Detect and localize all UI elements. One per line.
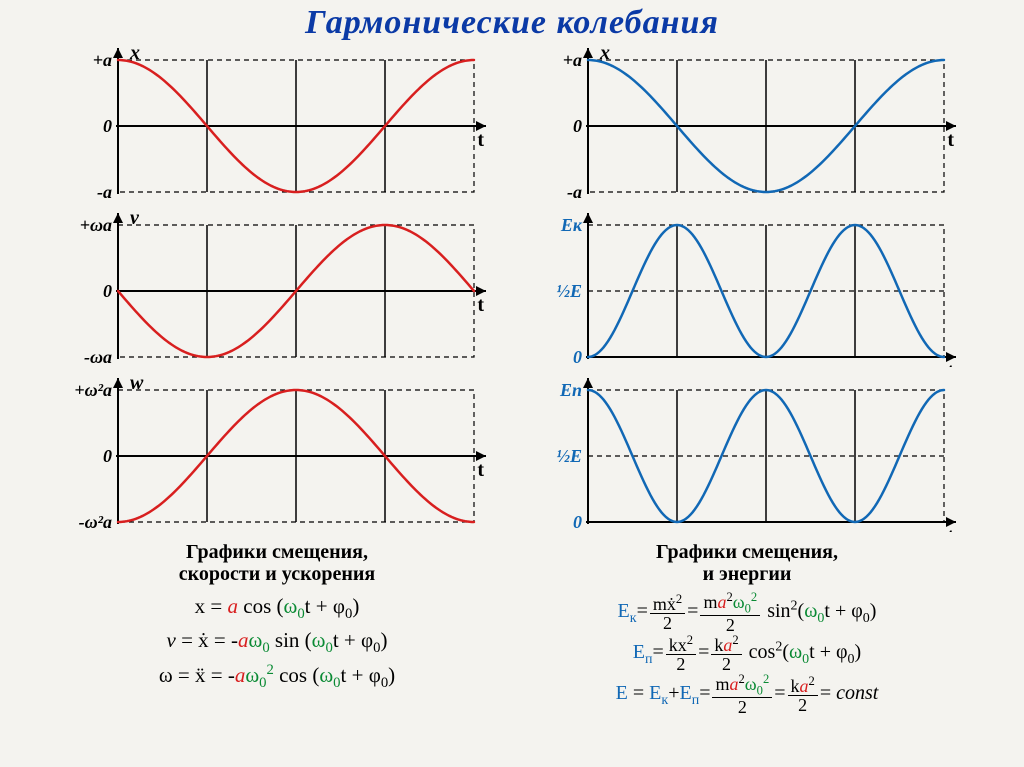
ytick-label: ½E: [556, 281, 582, 301]
ytick-label: 0: [573, 347, 582, 367]
chart-wrap: Eк ½E 0 t: [532, 207, 962, 372]
ytick-label: Eп: [559, 380, 582, 400]
formula-line: Eк=mẋ22=ma2ω022 sin2(ω0t + φ0): [616, 591, 879, 634]
ytick-label: 0: [103, 281, 112, 301]
chart-x: +a 0 -a x t: [62, 42, 492, 202]
chart-wrap: Eп ½E 0 t: [532, 372, 962, 537]
chart-Ek: Eк ½E 0 t: [532, 207, 962, 367]
chart-v: +ωa 0 -ωa v t: [62, 207, 492, 367]
ytick-label: -a: [567, 182, 582, 202]
ytick-label: Eк: [560, 215, 583, 235]
chart-wrap: +ωa 0 -ωa v t: [62, 207, 492, 372]
page-title: Гармонические колебания: [0, 0, 1024, 42]
left-formulae: x = a cos (ω0t + φ0)v = ẋ = -aω0 sin (ω0…: [159, 591, 395, 695]
ytick-label: 0: [573, 116, 582, 136]
chart-xr: +a 0 -a x t: [532, 42, 962, 202]
chart-wrap: +a 0 -a x t: [62, 42, 492, 207]
ytick-label: +a: [93, 50, 112, 70]
formula-line: Eп=kx22=ka22 cos2(ω0t + φ0): [616, 634, 879, 673]
ytick-label: -a: [97, 182, 112, 202]
ytick-label: +ω²a: [74, 380, 112, 400]
right-formulae: Eк=mẋ22=ma2ω022 sin2(ω0t + φ0)Eп=kx22=ka…: [616, 591, 879, 716]
x-axis-label: t: [477, 129, 484, 151]
x-axis-label: t: [947, 129, 954, 151]
ytick-label: 0: [103, 446, 112, 466]
x-axis-label: t: [477, 459, 484, 481]
chart-Ep: Eп ½E 0 t: [532, 372, 962, 532]
page: Гармонические колебания +a 0 -a x t +ωa 0 -ωa v t…: [0, 0, 1024, 767]
chart-w: +ω²a 0 -ω²a w t: [62, 372, 492, 532]
x-axis-label: t: [477, 294, 484, 316]
ytick-label: +ωa: [80, 215, 112, 235]
formula-line: x = a cos (ω0t + φ0): [159, 591, 395, 625]
ytick-label: +a: [563, 50, 582, 70]
y-axis-label: v: [130, 207, 140, 229]
x-axis-label: t: [947, 525, 954, 532]
x-axis-label: t: [947, 360, 954, 367]
chart-wrap: +ω²a 0 -ω²a w t: [62, 372, 492, 537]
columns: +a 0 -a x t +ωa 0 -ωa v t +ω²a 0 -ω²a w t Графики смещ…: [0, 42, 1024, 716]
formula-line: v = ẋ = -aω0 sin (ω0t + φ0): [159, 625, 395, 659]
formula-line: E = Eк+Eп=ma2ω022=ka22= const: [616, 673, 879, 716]
y-axis-label: w: [130, 372, 144, 394]
ytick-label: 0: [573, 512, 582, 532]
right-caption: Графики смещения,и энергии: [656, 541, 838, 585]
ytick-label: -ω²a: [79, 512, 112, 532]
y-axis-label: x: [129, 42, 140, 64]
left-charts: +a 0 -a x t +ωa 0 -ωa v t +ω²a 0 -ω²a w t: [62, 42, 492, 537]
right-column: +a 0 -a x t Eк ½E 0 t Eп ½E 0 t Графики смещения,и э…: [532, 42, 962, 716]
ytick-label: ½E: [556, 446, 582, 466]
left-caption: Графики смещения,скорости и ускорения: [179, 541, 375, 585]
right-charts: +a 0 -a x t Eк ½E 0 t Eп ½E 0 t: [532, 42, 962, 537]
chart-wrap: +a 0 -a x t: [532, 42, 962, 207]
left-column: +a 0 -a x t +ωa 0 -ωa v t +ω²a 0 -ω²a w t Графики смещ…: [62, 42, 492, 716]
y-axis-label: x: [599, 42, 610, 64]
ytick-label: -ωa: [84, 347, 112, 367]
formula-line: ω = ẍ = -aω02 cos (ω0t + φ0): [159, 659, 395, 694]
ytick-label: 0: [103, 116, 112, 136]
